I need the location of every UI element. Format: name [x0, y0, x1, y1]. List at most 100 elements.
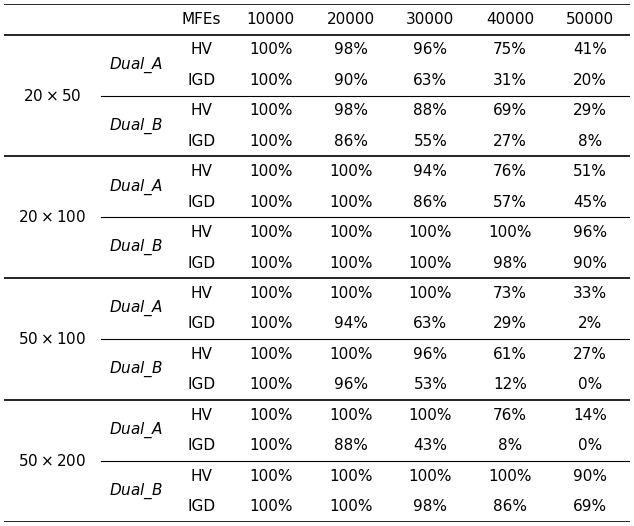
Text: IGD: IGD: [188, 317, 216, 331]
Text: 43%: 43%: [413, 438, 448, 453]
Text: 75%: 75%: [493, 43, 527, 57]
Text: 2%: 2%: [578, 317, 602, 331]
Text: 61%: 61%: [493, 347, 527, 362]
Text: 27%: 27%: [493, 134, 527, 149]
Text: HV: HV: [191, 225, 212, 240]
Text: 94%: 94%: [413, 164, 448, 179]
Text: 100%: 100%: [249, 103, 292, 118]
Text: HV: HV: [191, 469, 212, 483]
Text: 8%: 8%: [498, 438, 522, 453]
Text: 45%: 45%: [573, 195, 607, 209]
Text: IGD: IGD: [188, 134, 216, 149]
Text: 40000: 40000: [486, 12, 534, 27]
Text: 51%: 51%: [573, 164, 607, 179]
Text: 100%: 100%: [249, 438, 292, 453]
Text: 100%: 100%: [329, 499, 372, 514]
Text: HV: HV: [191, 347, 212, 362]
Text: 90%: 90%: [573, 469, 607, 483]
Text: $20 \times 50$: $20 \times 50$: [23, 87, 82, 104]
Text: 12%: 12%: [493, 377, 527, 392]
Text: 100%: 100%: [249, 317, 292, 331]
Text: 41%: 41%: [573, 43, 607, 57]
Text: 100%: 100%: [409, 408, 452, 423]
Text: HV: HV: [191, 43, 212, 57]
Text: 14%: 14%: [573, 408, 607, 423]
Text: MFEs: MFEs: [182, 12, 221, 27]
Text: HV: HV: [191, 408, 212, 423]
Text: 90%: 90%: [573, 256, 607, 270]
Text: 96%: 96%: [413, 43, 448, 57]
Text: 63%: 63%: [413, 317, 448, 331]
Text: 0%: 0%: [578, 438, 602, 453]
Text: 98%: 98%: [333, 103, 368, 118]
Text: HV: HV: [191, 286, 212, 301]
Text: 27%: 27%: [573, 347, 607, 362]
Text: 86%: 86%: [413, 195, 448, 209]
Text: 100%: 100%: [329, 164, 372, 179]
Text: $\mathit{Dual\_A}$: $\mathit{Dual\_A}$: [110, 177, 164, 197]
Text: 8%: 8%: [578, 134, 602, 149]
Text: 98%: 98%: [333, 43, 368, 57]
Text: IGD: IGD: [188, 438, 216, 453]
Text: 88%: 88%: [413, 103, 448, 118]
Text: 100%: 100%: [249, 43, 292, 57]
Text: 100%: 100%: [409, 469, 452, 483]
Text: 73%: 73%: [493, 286, 527, 301]
Text: $\mathit{Dual\_B}$: $\mathit{Dual\_B}$: [110, 482, 164, 501]
Text: 86%: 86%: [333, 134, 368, 149]
Text: 100%: 100%: [409, 225, 452, 240]
Text: $50 \times 100$: $50 \times 100$: [18, 331, 86, 347]
Text: 76%: 76%: [493, 408, 527, 423]
Text: 100%: 100%: [249, 286, 292, 301]
Text: 98%: 98%: [493, 256, 527, 270]
Text: 96%: 96%: [573, 225, 607, 240]
Text: 100%: 100%: [249, 377, 292, 392]
Text: 100%: 100%: [329, 347, 372, 362]
Text: 69%: 69%: [573, 499, 607, 514]
Text: 31%: 31%: [493, 73, 527, 88]
Text: 98%: 98%: [413, 499, 448, 514]
Text: 100%: 100%: [488, 225, 532, 240]
Text: IGD: IGD: [188, 195, 216, 209]
Text: 100%: 100%: [488, 469, 532, 483]
Text: 29%: 29%: [493, 317, 527, 331]
Text: 100%: 100%: [249, 225, 292, 240]
Text: 57%: 57%: [493, 195, 527, 209]
Text: 100%: 100%: [249, 195, 292, 209]
Text: 100%: 100%: [249, 499, 292, 514]
Text: 100%: 100%: [249, 73, 292, 88]
Text: 100%: 100%: [329, 469, 372, 483]
Text: $\mathit{Dual\_B}$: $\mathit{Dual\_B}$: [110, 360, 164, 379]
Text: 100%: 100%: [249, 164, 292, 179]
Text: 33%: 33%: [573, 286, 607, 301]
Text: HV: HV: [191, 103, 212, 118]
Text: $\mathit{Dual\_A}$: $\mathit{Dual\_A}$: [110, 55, 164, 75]
Text: 10000: 10000: [247, 12, 295, 27]
Text: 53%: 53%: [413, 377, 448, 392]
Text: 20%: 20%: [573, 73, 607, 88]
Text: IGD: IGD: [188, 377, 216, 392]
Text: 90%: 90%: [333, 73, 368, 88]
Text: 100%: 100%: [329, 225, 372, 240]
Text: 29%: 29%: [573, 103, 607, 118]
Text: 100%: 100%: [329, 408, 372, 423]
Text: 86%: 86%: [493, 499, 527, 514]
Text: 100%: 100%: [249, 134, 292, 149]
Text: $\mathit{Dual\_B}$: $\mathit{Dual\_B}$: [110, 238, 164, 258]
Text: 63%: 63%: [413, 73, 448, 88]
Text: 96%: 96%: [333, 377, 368, 392]
Text: 100%: 100%: [249, 256, 292, 270]
Text: 100%: 100%: [249, 408, 292, 423]
Text: 100%: 100%: [329, 256, 372, 270]
Text: IGD: IGD: [188, 499, 216, 514]
Text: HV: HV: [191, 164, 212, 179]
Text: 100%: 100%: [329, 195, 372, 209]
Text: 96%: 96%: [413, 347, 448, 362]
Text: 88%: 88%: [333, 438, 368, 453]
Text: $20 \times 100$: $20 \times 100$: [18, 209, 86, 225]
Text: IGD: IGD: [188, 73, 216, 88]
Text: 30000: 30000: [406, 12, 455, 27]
Text: 100%: 100%: [329, 286, 372, 301]
Text: 50000: 50000: [566, 12, 614, 27]
Text: 69%: 69%: [493, 103, 527, 118]
